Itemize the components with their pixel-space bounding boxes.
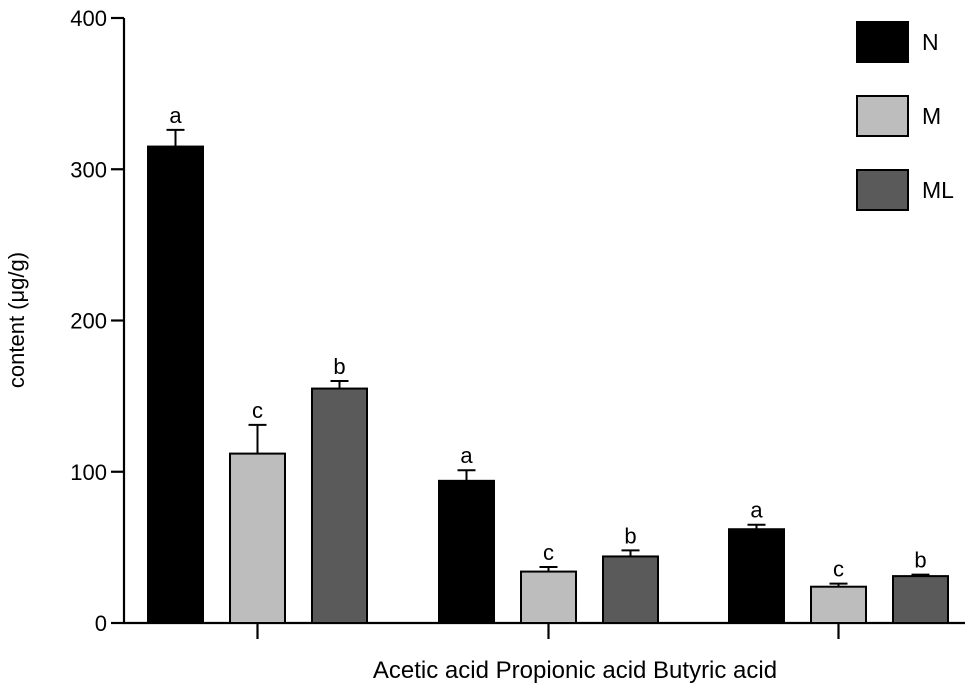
- legend-label: M: [922, 103, 941, 129]
- significance-letter: b: [914, 548, 926, 573]
- significance-letter: a: [460, 443, 473, 468]
- bar-group-butyric-acid: a c b: [728, 498, 949, 625]
- bar-ml: [311, 387, 368, 624]
- y-tick-label: 100: [70, 460, 107, 485]
- bars: a c b a c b a c b: [147, 103, 949, 625]
- legend-item-n: N: [856, 21, 939, 63]
- bar-n: [728, 528, 785, 624]
- bar-n: [147, 145, 204, 624]
- significance-letter: a: [750, 498, 763, 523]
- bar-group-propionic-acid: a c b: [438, 443, 659, 625]
- significance-letter: b: [333, 354, 345, 379]
- bar-ml: [892, 575, 949, 624]
- y-tick-label: 400: [70, 6, 107, 31]
- legend-swatch: [856, 21, 909, 63]
- significance-letter: a: [169, 103, 182, 128]
- y-axis-label: content (μg/g): [4, 252, 29, 388]
- significance-letter: c: [543, 540, 554, 565]
- y-axis: 0 100 200 300 400: [70, 6, 126, 636]
- legend-item-ml: ML: [856, 169, 954, 211]
- y-tick-label: 300: [70, 157, 107, 182]
- x-axis-label: Acetic acid Propionic acid Butyric acid: [373, 657, 777, 684]
- legend: N M ML: [856, 21, 954, 211]
- bar-group-acetic-acid: a c b: [147, 103, 368, 624]
- bar-m: [229, 452, 286, 624]
- legend-swatch: [856, 95, 909, 137]
- significance-letter: c: [833, 557, 844, 582]
- bar-ml: [602, 555, 659, 625]
- significance-letter: b: [624, 523, 636, 548]
- legend-swatch: [856, 169, 909, 211]
- y-tick-label: 200: [70, 309, 107, 334]
- legend-label: N: [922, 29, 939, 55]
- bar-m: [520, 570, 577, 625]
- significance-letter: c: [252, 398, 263, 423]
- legend-label: ML: [922, 177, 954, 203]
- bar-m: [810, 585, 867, 625]
- bar-n: [438, 479, 495, 625]
- y-tick-label: 0: [95, 611, 107, 636]
- legend-item-m: M: [856, 95, 941, 137]
- x-axis: [123, 621, 965, 639]
